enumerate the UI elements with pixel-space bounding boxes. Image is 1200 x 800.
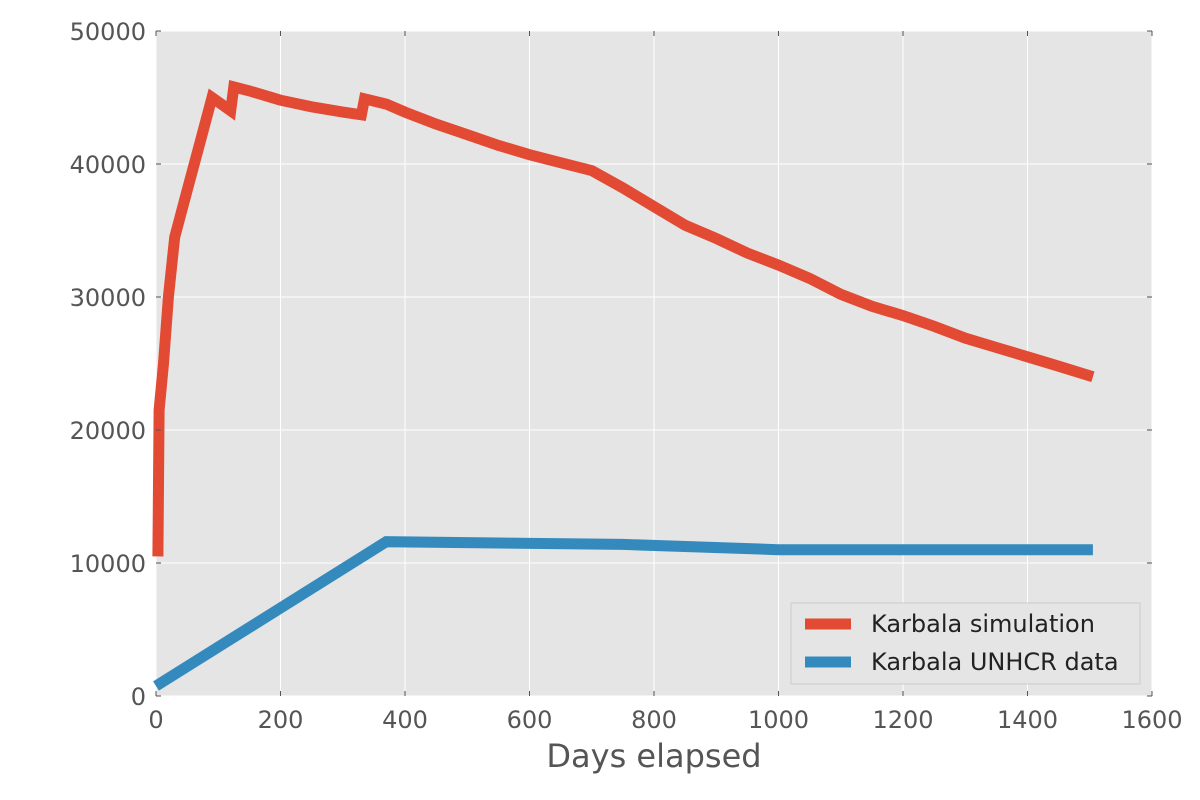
x-tick-label: 1400 (997, 706, 1058, 734)
y-tick-label: 10000 (70, 550, 146, 578)
legend-label-2: Karbala UNHCR data (871, 648, 1119, 676)
y-tick-label: 40000 (70, 151, 146, 179)
legend-box (790, 602, 1141, 685)
x-tick-label: 1200 (872, 706, 933, 734)
x-tick-label: 1000 (748, 706, 809, 734)
x-tick-label: 800 (631, 706, 677, 734)
axis-ticks (155, 30, 1153, 697)
x-tick-label: 200 (258, 706, 304, 734)
series-line-2 (153, 536, 1093, 691)
x-tick-label: 600 (507, 706, 553, 734)
x-axis-label: Days elapsed (546, 737, 761, 775)
y-tick-label: 50000 (70, 18, 146, 46)
x-tick-label: 400 (382, 706, 428, 734)
series-lines (152, 80, 1095, 691)
legend: Karbala simulation Karbala UNHCR data (790, 602, 1141, 685)
x-tick-label: 0 (148, 706, 163, 734)
y-tick-label: 0 (131, 683, 146, 711)
series-line-1 (152, 80, 1095, 557)
y-tick-label: 20000 (70, 417, 146, 445)
y-tick-label: 30000 (70, 284, 146, 312)
x-tick-label: 1600 (1121, 706, 1182, 734)
axis-tick-labels: 0 200 400 600 800 1000 1200 1400 1600 0 10000 20000… (70, 18, 1183, 734)
legend-label-1: Karbala simulation (871, 610, 1095, 638)
